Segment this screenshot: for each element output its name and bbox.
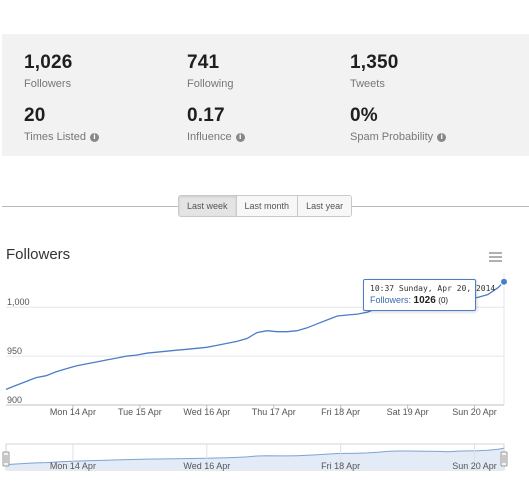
- stat-value: 0.17: [187, 105, 225, 126]
- chart-title: Followers: [6, 246, 71, 263]
- navigator-handle-right[interactable]: [500, 451, 508, 467]
- stat-value: 741: [187, 52, 220, 73]
- chart-menu-icon[interactable]: [489, 252, 502, 262]
- stat-label: Tweets: [350, 77, 510, 91]
- chart-tooltip: 10:37 Sunday, Apr 20, 2014 Followers: 10…: [363, 279, 496, 311]
- stats-panel: 1,026 Followers 741 Following 1,350 Twee…: [2, 34, 529, 156]
- range-last-month-button[interactable]: Last month: [236, 196, 299, 216]
- y-tick-label: 900: [7, 395, 22, 405]
- stat-label: Followers: [24, 77, 184, 91]
- stat-following: 741 Following: [187, 52, 347, 91]
- info-icon[interactable]: i: [235, 132, 245, 142]
- stat-label-text: Following: [187, 78, 234, 90]
- x-tick-label: Thu 17 Apr: [252, 407, 296, 417]
- stat-label-text: Tweets: [350, 78, 385, 90]
- stat-value: 1,350: [350, 52, 399, 73]
- stat-value: 20: [24, 105, 46, 126]
- stat-followers: 1,026 Followers: [24, 52, 184, 91]
- range-last-year-button[interactable]: Last year: [298, 196, 352, 216]
- x-tick-label: Fri 18 Apr: [321, 407, 360, 417]
- tooltip-value-line: Followers: 1026 (0): [370, 294, 469, 307]
- stat-tweets: 1,350 Tweets: [350, 52, 510, 91]
- stat-spam-probability: 0% Spam Probability i: [350, 105, 510, 144]
- tooltip-value: 1026: [413, 295, 436, 306]
- stat-label: Times Listed i: [24, 130, 184, 144]
- x-tick-label: Mon 14 Apr: [50, 407, 96, 417]
- stat-label: Following: [187, 77, 347, 91]
- stat-label-text: Influence: [187, 131, 232, 143]
- range-last-week-button[interactable]: Last week: [179, 196, 237, 216]
- y-tick-label: 1,000: [7, 297, 30, 307]
- navigator-area: [6, 448, 504, 470]
- stat-label-text: Followers: [24, 78, 72, 90]
- stat-label-text: Spam Probability: [350, 131, 434, 143]
- stat-label: Spam Probability i: [350, 130, 510, 144]
- stat-value: 1,026: [24, 52, 73, 73]
- last-point-marker: [500, 277, 508, 286]
- x-tick-label: Sun 20 Apr: [452, 407, 497, 417]
- info-icon[interactable]: i: [89, 132, 99, 142]
- navigator-handle-left[interactable]: [2, 451, 10, 467]
- navigator-tick-label: Wed 16 Apr: [183, 461, 230, 471]
- tooltip-label: Followers:: [370, 295, 412, 305]
- navigator-tick-label: Fri 18 Apr: [321, 461, 360, 471]
- y-tick-label: 950: [7, 346, 22, 356]
- x-tick-label: Tue 15 Apr: [118, 407, 162, 417]
- stat-label-text: Times Listed: [24, 131, 86, 143]
- stat-value: 0%: [350, 105, 378, 126]
- navigator-tick-label: Sun 20 Apr: [452, 461, 497, 471]
- tooltip-change: (0): [438, 296, 449, 305]
- info-icon[interactable]: i: [437, 132, 447, 142]
- tooltip-date: 10:37 Sunday, Apr 20, 2014: [370, 284, 496, 293]
- x-tick-label: Wed 16 Apr: [183, 407, 230, 417]
- stat-influence: 0.17 Influence i: [187, 105, 347, 144]
- stat-label: Influence i: [187, 130, 347, 144]
- stat-times-listed: 20 Times Listed i: [24, 105, 184, 144]
- range-selector: Last week Last month Last year: [178, 195, 353, 217]
- x-tick-label: Sat 19 Apr: [387, 407, 429, 417]
- navigator-tick-label: Mon 14 Apr: [50, 461, 96, 471]
- navigator-line: [5, 447, 505, 466]
